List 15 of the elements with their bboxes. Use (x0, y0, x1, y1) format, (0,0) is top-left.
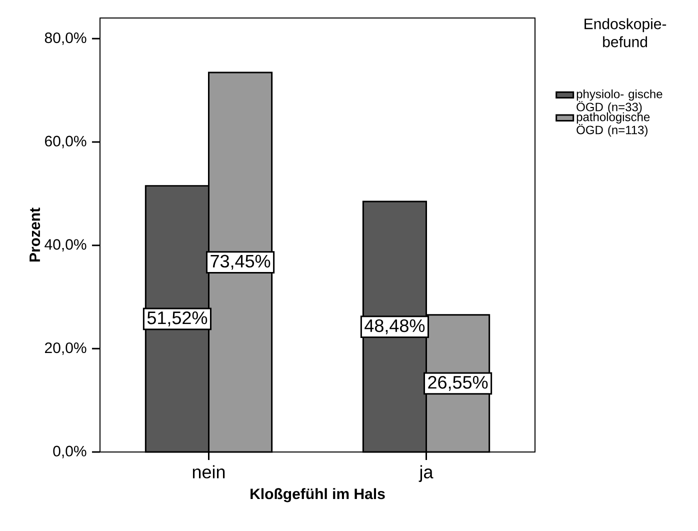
data-label: 51,52% (147, 311, 208, 326)
y-tick-label: 60,0% (45, 136, 86, 148)
x-axis-title: Kloßgefühl im Hals (250, 488, 385, 502)
y-tick-label: 40,0% (44, 239, 86, 252)
data-label: 73,45% (210, 254, 270, 270)
legend-title: Endoskopie- befund (584, 18, 666, 48)
y-tick-label: 20,0% (45, 342, 86, 355)
y-axis-title: Prozent (30, 208, 40, 262)
y-tick-label: 0,0% (53, 446, 86, 458)
x-tick-label: ja (418, 465, 434, 482)
legend-label: pathologische ÖGD (n=113) (576, 112, 650, 137)
data-label: 26,55% (428, 376, 488, 391)
x-tick-label: nein (192, 465, 225, 478)
data-label: 48,48% (364, 319, 425, 334)
y-tick-label: 80,0% (44, 32, 86, 45)
